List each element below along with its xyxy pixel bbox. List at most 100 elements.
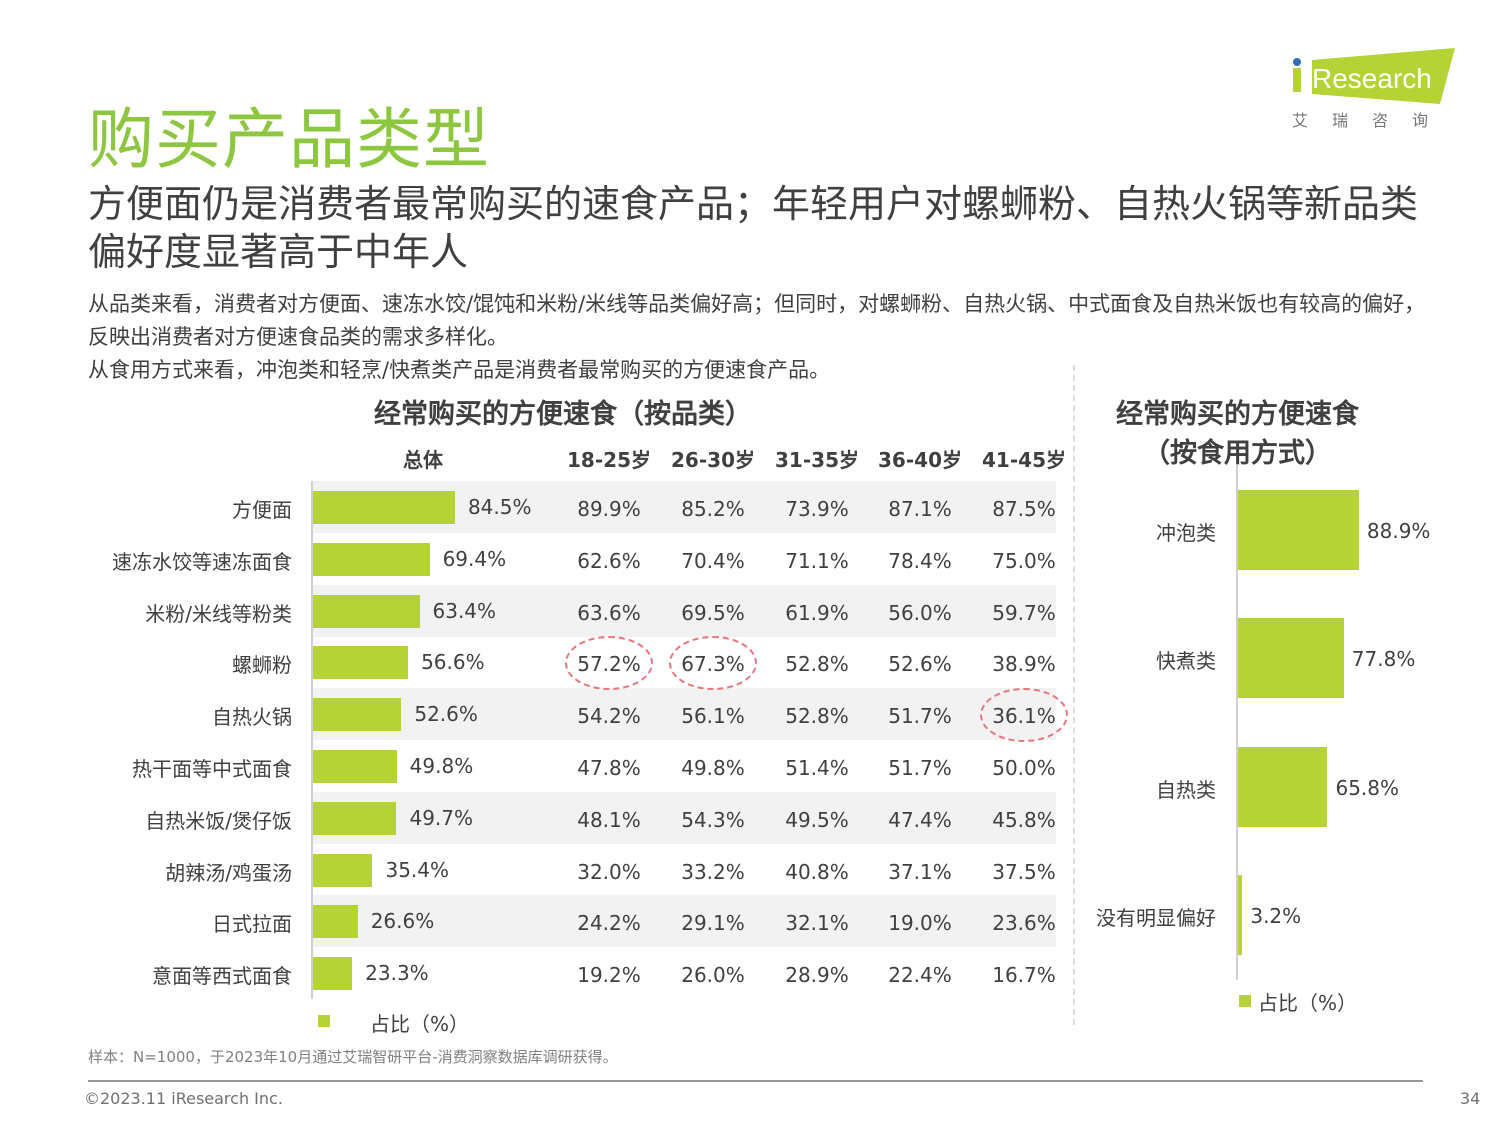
row-band — [313, 791, 1056, 844]
svg-text:艾瑞咨询: 艾瑞咨询 — [1292, 111, 1452, 128]
table-cell: 61.9% — [785, 600, 849, 625]
row-label: 方便面 — [232, 498, 292, 522]
value-label: 84.5% — [467, 495, 532, 519]
row-band — [313, 688, 1056, 741]
highlight-circle — [980, 688, 1068, 743]
bar-自热火锅 — [313, 698, 402, 732]
column-header: 26-30岁 — [671, 448, 755, 472]
row-label: 自热火锅 — [212, 705, 292, 730]
table-cell: 73.9% — [785, 497, 849, 521]
bar-没有明显偏好 — [1238, 875, 1243, 955]
value-label: 49.8% — [409, 754, 474, 778]
table-cell: 54.2% — [577, 704, 641, 729]
table-cell: 59.7% — [992, 600, 1056, 625]
table-cell: 33.2% — [681, 859, 745, 884]
table-cell: 51.7% — [888, 704, 952, 729]
table-cell: 51.7% — [888, 756, 952, 780]
bar-速冻水饺等速冻面食 — [313, 542, 430, 576]
bar-米粉/米线等粉类 — [313, 594, 420, 628]
highlight-circle — [669, 636, 757, 691]
table-cell: 45.8% — [992, 807, 1056, 832]
legend-swatch — [318, 1015, 330, 1027]
table-cell: 87.5% — [992, 497, 1056, 521]
row-label: 热干面等中式面食 — [132, 757, 292, 781]
table-cell: 52.6% — [888, 652, 952, 677]
table-cell: 54.3% — [681, 807, 745, 832]
description-paragraph: 从食用方式来看，冲泡类和轻烹/快煮类产品是消费者最常购买的方便速食产品。 — [88, 358, 831, 382]
page-number: 34 — [1460, 1089, 1481, 1108]
highlight-circle — [565, 636, 653, 691]
sample-note: 样本：N=1000，于2023年10月通过艾瑞智研平台-消费洞察数据库调研获得。 — [88, 1048, 618, 1066]
table-cell: 50.0% — [992, 756, 1056, 780]
table-cell: 49.5% — [785, 807, 849, 832]
value-label: 49.7% — [409, 805, 474, 830]
table-cell: 85.2% — [681, 497, 745, 521]
svg-text:Research: Research — [1312, 63, 1432, 94]
right-chart-title-line: 经常购买的方便速食 — [1116, 399, 1359, 430]
bar-日式拉面 — [313, 905, 358, 939]
row-label: 日式拉面 — [212, 912, 292, 937]
copyright: ©2023.11 iResearch Inc. — [84, 1089, 283, 1108]
table-cell: 69.5% — [681, 600, 745, 625]
column-header: 41-45岁 — [982, 448, 1066, 472]
table-cell: 19.2% — [577, 963, 641, 988]
value-label: 88.9% — [1366, 519, 1431, 543]
table-cell: 51.4% — [785, 756, 849, 780]
value-label: 3.2% — [1250, 904, 1302, 928]
table-cell: 75.0% — [992, 548, 1056, 573]
row-label: 意面等西式面食 — [152, 964, 292, 989]
table-cell: 32.1% — [785, 911, 849, 936]
divider — [1073, 365, 1075, 1025]
table-cell: 56.0% — [888, 600, 952, 625]
right-chart-title: 经常购买的方便速食 （按食用方式） — [1095, 392, 1380, 470]
bar-方便面 — [313, 491, 455, 524]
table-cell: 62.6% — [577, 548, 641, 573]
page-subtitle: 方便面仍是消费者最常购买的速食产品；年轻用户对螺蛳粉、自热火锅等新品类偏好度显著… — [88, 182, 1419, 274]
bar-自热米饭/煲仔饭 — [313, 801, 397, 835]
value-label: 69.4% — [442, 546, 507, 571]
row-label: 自热类 — [1156, 778, 1216, 802]
table-cell: 26.0% — [681, 963, 745, 988]
legend-label: 占比（%） — [1258, 991, 1358, 1015]
left-chart-title: 经常购买的方便速食（按品类） — [374, 399, 752, 430]
table-cell: 24.2% — [577, 911, 641, 936]
bar-螺蛳粉 — [313, 646, 409, 680]
table-cell: 63.6% — [577, 600, 641, 625]
table-cell: 87.1% — [888, 497, 952, 521]
row-label: 胡辣汤/鸡蛋汤 — [165, 860, 292, 885]
table-cell: 78.4% — [888, 548, 952, 573]
axis-line — [1236, 465, 1238, 980]
axis-line — [311, 481, 313, 999]
value-label: 77.8% — [1351, 647, 1416, 671]
table-cell: 48.1% — [577, 807, 641, 832]
bar-热干面等中式面食 — [313, 750, 397, 783]
bar-冲泡类 — [1238, 490, 1359, 570]
legend-label: 占比（%） — [370, 1012, 470, 1036]
bar-快煮类 — [1238, 618, 1344, 698]
table-cell: 47.8% — [577, 756, 641, 780]
bar-意面等西式面食 — [313, 957, 353, 991]
table-cell: 22.4% — [888, 963, 952, 988]
table-cell: 49.8% — [681, 756, 745, 780]
table-cell: 37.5% — [992, 859, 1056, 884]
legend-swatch — [1239, 995, 1251, 1007]
table-cell: 52.8% — [785, 704, 849, 729]
table-cell: 70.4% — [681, 548, 745, 573]
table-cell: 47.4% — [888, 807, 952, 832]
column-header-total: 总体 — [403, 448, 443, 472]
row-label: 米粉/米线等粉类 — [145, 601, 292, 626]
table-cell: 32.0% — [577, 859, 641, 884]
table-cell: 19.0% — [888, 911, 952, 936]
footer-rule — [88, 1080, 1423, 1082]
row-label: 自热米饭/煲仔饭 — [145, 808, 292, 833]
table-cell: 52.8% — [785, 652, 849, 677]
bar-自热类 — [1238, 747, 1328, 827]
table-cell: 71.1% — [785, 548, 849, 573]
right-chart-title-line: （按食用方式） — [1143, 438, 1332, 469]
row-label: 没有明显偏好 — [1096, 906, 1216, 930]
table-cell: 40.8% — [785, 859, 849, 884]
iresearch-logo: Research 艾瑞咨询 — [1290, 48, 1460, 130]
value-label: 23.3% — [365, 961, 429, 986]
row-label: 速冻水饺等速冻面食 — [112, 549, 292, 574]
table-cell: 89.9% — [577, 497, 641, 521]
